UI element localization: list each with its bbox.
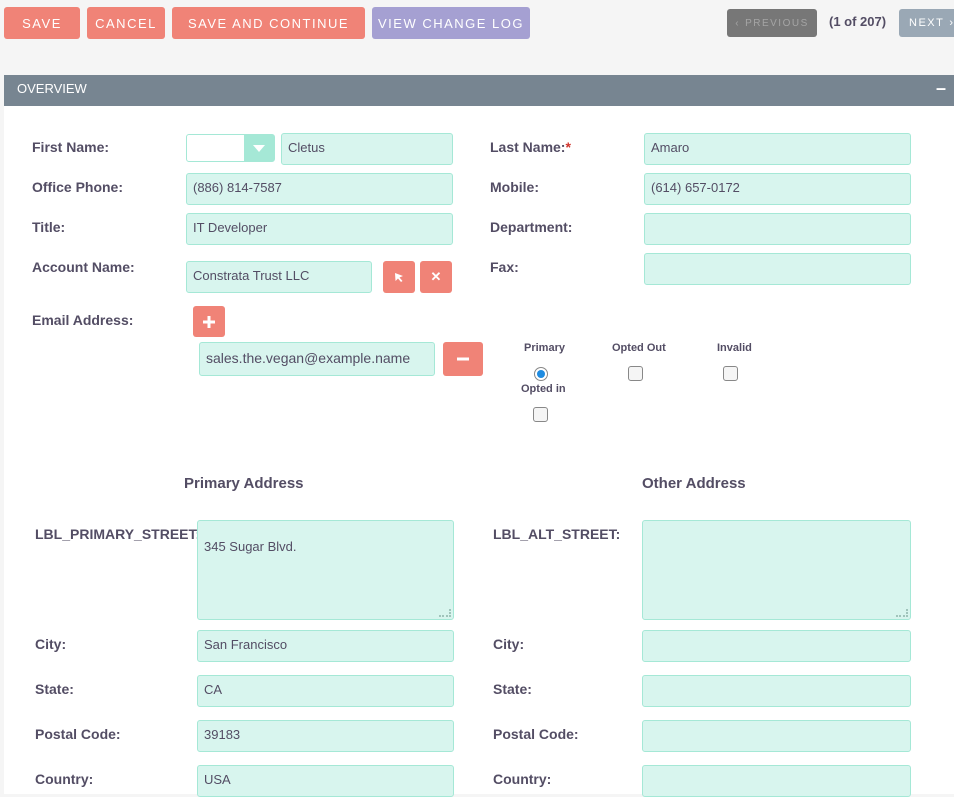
primary-city-input[interactable]: San Francisco xyxy=(197,630,454,662)
overview-panel-header[interactable]: OVERVIEW – xyxy=(4,75,954,106)
alt-state-label: State: xyxy=(493,681,532,697)
alt-country-label: Country: xyxy=(493,771,552,787)
primary-email-radio[interactable] xyxy=(534,367,548,381)
resize-grip-icon[interactable] xyxy=(896,609,908,617)
alt-state-input[interactable] xyxy=(642,675,911,707)
page-counter: (1 of 207) xyxy=(829,14,887,29)
primary-state-input[interactable]: CA xyxy=(197,675,454,707)
opted-out-checkbox[interactable] xyxy=(628,366,643,381)
save-button[interactable]: SAVE xyxy=(4,7,80,39)
department-label: Department: xyxy=(490,219,573,235)
save-and-continue-button[interactable]: SAVE AND CONTINUE xyxy=(172,7,365,39)
primary-street-textarea[interactable]: 345 Sugar Blvd. xyxy=(197,520,454,620)
department-input[interactable] xyxy=(644,213,911,245)
opted-in-column-label: Opted in xyxy=(521,383,566,395)
alt-postal-code-input[interactable] xyxy=(642,720,911,752)
salutation-select[interactable] xyxy=(186,134,275,162)
chevron-right-icon: › xyxy=(949,17,954,29)
plus-icon xyxy=(203,315,215,328)
previous-label: PREVIOUS xyxy=(745,17,809,29)
mobile-label: Mobile: xyxy=(490,179,539,195)
next-label: NEXT xyxy=(909,17,945,29)
alt-city-label: City: xyxy=(493,636,525,652)
email-input[interactable]: sales.the.vegan@example.name xyxy=(199,342,435,376)
alt-street-textarea[interactable] xyxy=(642,520,911,620)
account-name-label: Account Name: xyxy=(32,259,135,275)
first-name-input[interactable]: Cletus xyxy=(281,133,453,165)
next-button[interactable]: NEXT › xyxy=(899,9,954,37)
account-name-input[interactable]: Constrata Trust LLC xyxy=(186,261,372,293)
required-mark: * xyxy=(565,139,571,155)
primary-postal-code-label: Postal Code: xyxy=(35,726,121,742)
remove-email-button[interactable] xyxy=(443,342,483,376)
add-email-button[interactable] xyxy=(193,306,225,337)
primary-column-label: Primary xyxy=(524,342,565,354)
invalid-checkbox[interactable] xyxy=(723,366,738,381)
fax-label: Fax: xyxy=(490,259,519,275)
title-input[interactable]: IT Developer xyxy=(186,213,453,245)
primary-country-input[interactable]: USA xyxy=(197,765,454,797)
cursor-arrow-icon xyxy=(395,273,403,282)
opted-out-column-label: Opted Out xyxy=(612,342,666,354)
primary-street-value: 345 Sugar Blvd. xyxy=(204,539,297,554)
office-phone-input[interactable]: (886) 814-7587 xyxy=(186,173,453,205)
alt-city-input[interactable] xyxy=(642,630,911,662)
last-name-label: Last Name:* xyxy=(490,139,571,155)
fax-input[interactable] xyxy=(644,253,911,285)
clear-account-button[interactable]: ✕ xyxy=(420,261,452,293)
dropdown-toggle[interactable] xyxy=(244,135,274,161)
minus-icon xyxy=(457,357,469,361)
last-name-input[interactable]: Amaro xyxy=(644,133,911,165)
view-change-log-button[interactable]: VIEW CHANGE LOG xyxy=(372,7,530,39)
select-account-button[interactable] xyxy=(383,261,415,293)
alt-country-input[interactable] xyxy=(642,765,911,797)
previous-button[interactable]: ‹ PREVIOUS xyxy=(727,9,817,37)
mobile-input[interactable]: (614) 657-0172 xyxy=(644,173,911,205)
primary-postal-code-input[interactable]: 39183 xyxy=(197,720,454,752)
primary-city-label: City: xyxy=(35,636,67,652)
alt-street-label: LBL_ALT_STREET: xyxy=(493,526,621,542)
opted-in-checkbox[interactable] xyxy=(533,407,548,422)
panel-title: OVERVIEW xyxy=(17,81,87,96)
other-address-heading: Other Address xyxy=(642,475,746,492)
primary-country-label: Country: xyxy=(35,771,94,787)
title-label: Title: xyxy=(32,219,66,235)
chevron-down-icon xyxy=(253,145,265,152)
cancel-button[interactable]: CANCEL xyxy=(87,7,165,39)
collapse-icon[interactable]: – xyxy=(936,78,947,98)
alt-postal-code-label: Postal Code: xyxy=(493,726,579,742)
primary-state-label: State: xyxy=(35,681,74,697)
first-name-label: First Name: xyxy=(32,139,110,155)
invalid-column-label: Invalid xyxy=(717,342,752,354)
office-phone-label: Office Phone: xyxy=(32,179,124,195)
close-icon: ✕ xyxy=(430,269,442,284)
chevron-left-icon: ‹ xyxy=(735,17,741,29)
primary-address-heading: Primary Address xyxy=(184,475,304,492)
email-address-label: Email Address: xyxy=(32,312,134,328)
resize-grip-icon[interactable] xyxy=(439,609,451,617)
primary-street-label: LBL_PRIMARY_STREET: xyxy=(35,526,201,542)
